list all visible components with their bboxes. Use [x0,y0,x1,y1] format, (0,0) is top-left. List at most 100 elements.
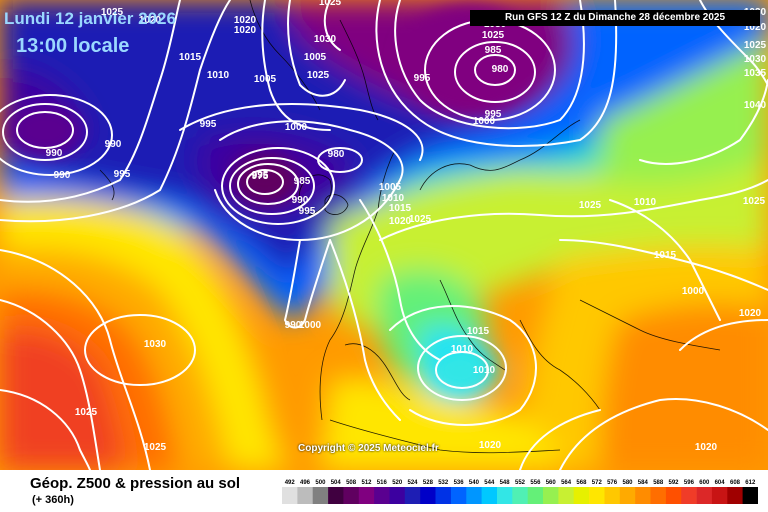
scale-tick-label: 520 [392,480,403,486]
pressure-label: 1000 [285,122,308,133]
pressure-label: 995 [299,206,316,217]
pressure-label: 1010 [207,70,230,81]
scale-tick-label: 544 [484,480,495,486]
scale-tick-label: 536 [454,480,465,486]
pressure-label: 1015 [654,250,677,261]
scale-tick-label: 496 [300,480,311,486]
scale-swatch [374,487,390,504]
pressure-label: 1020 [695,442,718,453]
scale-swatch [466,487,482,504]
pressure-label: 1030 [744,54,767,65]
scale-swatch [497,487,513,504]
pressure-label: 1015 [389,203,412,214]
scale-tick-label: 492 [285,480,296,486]
copyright-notice: Copyright © 2025 Meteociel.fr [298,443,439,454]
forecast-time: 13:00 locale [16,35,130,57]
scale-swatch [742,487,758,504]
pressure-label: 1020 [389,216,412,227]
pressure-label: 1025 [409,214,432,225]
pressure-label: 1005 [304,52,327,63]
scale-swatch [604,487,621,504]
scale-swatch [450,487,467,504]
pressure-label: 995 [252,170,269,181]
pressure-label: 1010 [634,197,657,208]
pressure-label: 990 [285,320,302,331]
pressure-label: 980 [328,149,345,160]
scale-tick-label: 532 [438,480,449,486]
pressure-label: 1005 [379,182,402,193]
scale-swatch [573,487,590,504]
pressure-label: 1030 [144,339,167,350]
forecast-date: Lundi 12 janvier 2026 [4,9,176,28]
scale-tick-label: 596 [684,480,695,486]
pressure-label: 990 [54,170,71,181]
scale-swatch [297,487,314,504]
scale-swatch [696,487,713,504]
scale-swatch [481,487,498,504]
scale-swatch [328,487,344,504]
pressure-label: 1025 [743,196,766,207]
pressure-label: 985 [294,176,311,187]
pressure-label: 1020 [139,15,162,26]
scale-tick-label: 516 [377,480,388,486]
scale-swatch [389,487,406,504]
pressure-label: 1025 [101,7,124,18]
scale-tick-label: 504 [331,480,342,486]
scale-swatch [312,487,329,504]
pressure-label: 980 [492,64,509,75]
pressure-label: 1015 [179,52,202,63]
scale-swatch [681,487,697,504]
pressure-label: 1025 [307,70,330,81]
pressure-label: 1005 [254,74,277,85]
scale-swatch [343,487,360,504]
scale-swatch [635,487,651,504]
scale-swatch [420,487,436,504]
scale-tick-label: 552 [515,480,526,486]
scale-tick-label: 608 [730,480,741,486]
scale-tick-label: 588 [653,480,664,486]
scale-swatch [619,487,636,504]
pressure-label: 1000 [299,320,322,331]
pressure-label: 1025 [482,30,505,41]
pressure-label: 995 [200,119,217,130]
legend-title: Géop. Z500 & pression au sol [30,475,241,492]
pressure-label: 1020 [234,15,257,26]
scale-swatch [282,487,298,504]
scale-swatch [527,487,544,504]
scale-tick-label: 612 [745,480,756,486]
scale-tick-label: 576 [607,480,618,486]
scale-swatch [435,487,452,504]
scale-tick-label: 572 [592,480,603,486]
weather-map: 1025 1020 1020 1020 1025 1030 1025 1030 … [0,0,768,470]
scale-tick-label: 524 [407,480,418,486]
pressure-label: 995 [414,73,431,84]
scale-tick-label: 500 [315,480,326,486]
scale-swatch [543,487,559,504]
color-scale: 492 496 500 504 508 512 516 520 524 528 532 536 540 5… [282,480,758,504]
pressure-label: 1030 [314,34,337,45]
scale-swatch [404,487,421,504]
pressure-label: 990 [46,148,63,159]
geopotential-field [0,0,768,470]
pressure-label: 1020 [739,308,762,319]
scale-tick-label: 600 [699,480,710,486]
pressure-label: 990 [105,139,122,150]
pressure-label: 1000 [682,286,705,297]
scale-swatch [727,487,743,504]
pressure-label: 1025 [75,407,98,418]
scale-tick-label: 604 [715,480,726,486]
scale-swatch [650,487,667,504]
scale-tick-label: 556 [530,480,541,486]
scale-swatch [665,487,682,504]
pressure-labels: 1025 1020 1020 1020 1025 1030 1025 1030 … [46,0,767,453]
pressure-label: 1010 [451,344,474,355]
pressure-label: 1010 [473,365,496,376]
pressure-label: 1040 [744,100,767,111]
pressure-label: 1025 [144,442,167,453]
pressure-label: 1020 [234,25,257,36]
pressure-label: 975 [252,171,269,182]
scale-swatch [558,487,575,504]
pressure-label: 1020 [744,22,767,33]
pressure-label: 1025 [579,200,602,211]
scale-tick-label: 528 [423,480,434,486]
